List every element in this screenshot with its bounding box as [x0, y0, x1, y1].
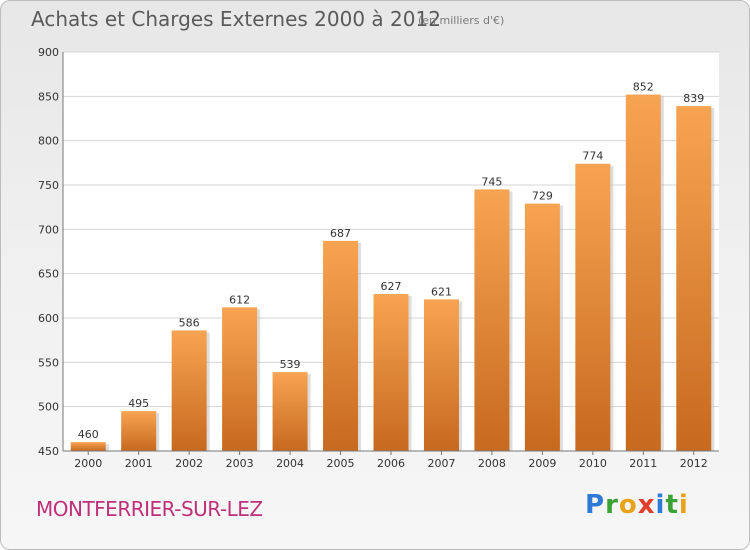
bar	[524, 203, 560, 451]
y-tick-label: 850	[38, 90, 59, 103]
bar-value-label: 586	[179, 316, 200, 329]
chart-title: Achats et Charges Externes 2000 à 2012	[31, 7, 441, 31]
bar	[575, 163, 611, 451]
y-tick-label: 500	[38, 401, 59, 414]
bar	[222, 307, 258, 451]
logo-letter: o	[618, 490, 638, 520]
bar	[676, 106, 712, 451]
bar	[474, 189, 510, 451]
bar-value-label: 627	[381, 280, 402, 293]
logo-letter: i	[655, 490, 666, 520]
bar-value-label: 495	[128, 397, 149, 410]
place-name: MONTFERRIER-SUR-LEZ	[36, 497, 263, 521]
logo-letter: i	[678, 490, 689, 520]
logo-letter: t	[665, 490, 679, 520]
bar-value-label: 839	[683, 92, 704, 105]
x-tick-label: 2006	[377, 457, 405, 470]
logo-letter: r	[605, 490, 619, 520]
y-tick-label: 650	[38, 268, 59, 281]
y-tick-label: 550	[38, 356, 59, 369]
x-tick-label: 2010	[579, 457, 607, 470]
x-tick-label: 2000	[74, 457, 102, 470]
bar-value-label: 539	[280, 358, 301, 371]
bar	[272, 372, 308, 451]
x-tick-label: 2008	[478, 457, 506, 470]
bar-value-label: 852	[633, 81, 654, 94]
proxiti-logo[interactable]: Proxiti	[585, 490, 689, 520]
bar-value-label: 745	[481, 175, 502, 188]
bar	[171, 330, 207, 451]
bar-value-label: 774	[582, 150, 603, 163]
bar-value-label: 621	[431, 285, 452, 298]
y-tick-label: 700	[38, 223, 59, 236]
chart-subtitle: (en milliers d'€)	[418, 14, 505, 27]
y-tick-label: 450	[38, 445, 59, 458]
x-tick-label: 2009	[528, 457, 556, 470]
x-tick-label: 2003	[226, 457, 254, 470]
x-tick-label: 2002	[175, 457, 203, 470]
y-tick-label: 900	[38, 46, 59, 59]
bar	[373, 294, 409, 451]
bar-value-label: 729	[532, 190, 553, 203]
y-tick-label: 800	[38, 135, 59, 148]
bar	[423, 299, 459, 451]
y-tick-label: 750	[38, 179, 59, 192]
x-tick-label: 2004	[276, 457, 304, 470]
x-tick-label: 2011	[629, 457, 657, 470]
axes	[62, 52, 719, 455]
bar	[323, 240, 359, 451]
x-tick-label: 2005	[327, 457, 355, 470]
tick-labels: 450 500 550 600 650 700 750 800 850 900 460 2000 495…	[38, 46, 708, 470]
bar-value-label: 612	[229, 293, 250, 306]
logo-letter: P	[585, 490, 606, 520]
x-tick-label: 2007	[427, 457, 455, 470]
bar-value-label: 460	[78, 428, 99, 441]
bar	[625, 94, 661, 451]
bars	[70, 94, 715, 451]
bar-value-label: 687	[330, 227, 351, 240]
y-tick-label: 600	[38, 312, 59, 325]
bar	[121, 411, 157, 451]
bar	[70, 442, 106, 451]
logo-letter: x	[637, 490, 656, 520]
x-tick-label: 2012	[680, 457, 708, 470]
x-tick-label: 2001	[125, 457, 153, 470]
